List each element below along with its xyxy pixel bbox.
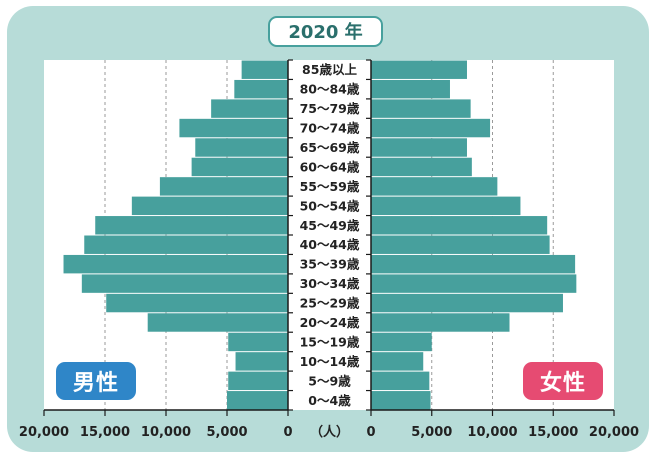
female-bar bbox=[371, 332, 432, 352]
male-bar bbox=[131, 196, 288, 216]
age-group-label: 35〜39歳 bbox=[300, 257, 360, 272]
female-bar bbox=[371, 216, 548, 235]
age-group-label: 65〜69歳 bbox=[300, 140, 360, 155]
female-bar bbox=[371, 235, 550, 254]
age-group-label: 70〜74歳 bbox=[300, 121, 360, 136]
female-bar bbox=[371, 274, 577, 293]
female-label-badge: 女性 bbox=[523, 362, 603, 400]
male-bar bbox=[228, 332, 288, 352]
male-x-tick-label: 0 bbox=[283, 425, 292, 440]
female-bar bbox=[371, 293, 563, 313]
male-bar bbox=[211, 99, 288, 118]
age-group-label: 25〜29歳 bbox=[300, 296, 360, 311]
age-group-label: 5〜9歳 bbox=[308, 373, 351, 388]
male-x-tick-label: 5,000 bbox=[206, 425, 247, 440]
age-label-column bbox=[288, 60, 371, 410]
age-group-label: 40〜44歳 bbox=[300, 237, 360, 252]
female-bar bbox=[371, 196, 521, 216]
title-box bbox=[268, 16, 383, 47]
male-bar bbox=[106, 293, 288, 313]
female-bar bbox=[371, 157, 472, 177]
male-bar bbox=[228, 371, 288, 391]
male-x-tick-label: 10,000 bbox=[141, 425, 191, 440]
male-bar bbox=[191, 157, 288, 177]
female-bar bbox=[371, 79, 450, 99]
unit-label: （人） bbox=[310, 424, 349, 440]
chart-title: 2020 年 bbox=[288, 21, 362, 43]
male-bar bbox=[195, 138, 288, 157]
male-label-badge: 男性 bbox=[56, 362, 136, 400]
male-bar bbox=[84, 235, 288, 254]
age-group-label: 50〜54歳 bbox=[300, 198, 360, 213]
female-x-tick-label: 10,000 bbox=[467, 425, 517, 440]
male-bar bbox=[227, 391, 288, 410]
male-bar bbox=[147, 313, 288, 332]
male-bar bbox=[241, 60, 288, 79]
male-bar bbox=[95, 216, 289, 235]
female-bar bbox=[371, 371, 430, 391]
age-group-label: 75〜79歳 bbox=[300, 101, 360, 116]
age-group-label: 30〜34歳 bbox=[300, 276, 360, 291]
male-bar bbox=[179, 118, 288, 138]
female-bar bbox=[371, 352, 424, 371]
age-group-label: 55〜59歳 bbox=[300, 179, 360, 194]
male-x-tick-label: 20,000 bbox=[19, 425, 69, 440]
age-group-label: 15〜19歳 bbox=[300, 334, 360, 349]
female-bar bbox=[371, 99, 471, 118]
age-group-label: 60〜64歳 bbox=[300, 159, 360, 174]
age-group-label: 0〜4歳 bbox=[308, 393, 351, 408]
male-bar bbox=[63, 254, 288, 274]
male-bar bbox=[235, 352, 288, 371]
age-group-label: 45〜49歳 bbox=[300, 218, 360, 233]
female-bar bbox=[371, 391, 431, 410]
female-x-tick-label: 0 bbox=[366, 425, 375, 440]
age-group-label: 20〜24歳 bbox=[300, 315, 360, 330]
male-x-tick-label: 15,000 bbox=[80, 425, 130, 440]
male-bar bbox=[81, 274, 288, 293]
age-group-label: 85歳以上 bbox=[302, 62, 357, 77]
female-x-tick-label: 5,000 bbox=[411, 425, 452, 440]
female-bar bbox=[371, 254, 576, 274]
male-bar bbox=[234, 79, 288, 99]
female-bar bbox=[371, 313, 510, 332]
age-group-label: 10〜14歳 bbox=[300, 354, 360, 369]
female-bar bbox=[371, 138, 467, 157]
female-bar bbox=[371, 60, 467, 79]
female-bar bbox=[371, 118, 491, 138]
male-bar bbox=[159, 177, 288, 196]
age-group-label: 80〜84歳 bbox=[300, 82, 360, 97]
female-x-tick-label: 15,000 bbox=[528, 425, 578, 440]
female-x-tick-label: 20,000 bbox=[589, 425, 639, 440]
female-bar bbox=[371, 177, 498, 196]
